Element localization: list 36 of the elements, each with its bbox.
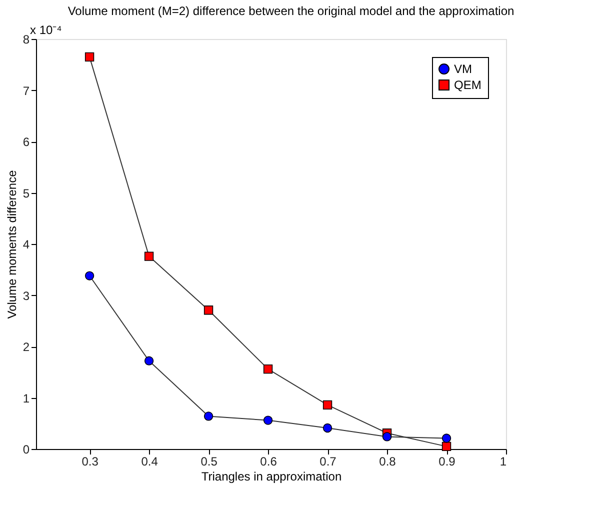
point bbox=[263, 416, 273, 425]
x-tick-label: 0.7 bbox=[320, 454, 337, 468]
legend-label: QEM bbox=[454, 78, 482, 92]
legend-label: VM bbox=[454, 62, 472, 76]
point bbox=[204, 412, 214, 421]
y-tick-label: 2 bbox=[22, 340, 30, 354]
y-tick-label: 8 bbox=[22, 32, 30, 46]
point bbox=[84, 52, 94, 62]
point bbox=[442, 434, 452, 443]
y-axis-title: Volume moments difference bbox=[4, 170, 19, 319]
x-tick-label: 0.9 bbox=[438, 454, 456, 468]
y-tick-label: 4 bbox=[22, 238, 30, 252]
y-tick-label: 1 bbox=[22, 391, 30, 406]
y-tick-label: 3 bbox=[22, 288, 30, 303]
point bbox=[84, 271, 94, 280]
point bbox=[144, 356, 154, 366]
x-tick-label: 0.5 bbox=[200, 454, 218, 468]
point bbox=[322, 423, 332, 433]
point bbox=[144, 252, 154, 261]
point bbox=[442, 442, 452, 452]
point bbox=[322, 400, 332, 410]
text: x 10⁻⁴ bbox=[30, 23, 62, 37]
x-tick-label: 0.3 bbox=[82, 454, 99, 468]
chart-title: Volume moment (M=2) difference between the original model and the approximation bbox=[68, 4, 514, 18]
point bbox=[263, 364, 273, 374]
y-tick-label: 7 bbox=[22, 84, 30, 98]
x-tick-label: 0.8 bbox=[379, 454, 396, 468]
y-tick-label: 6 bbox=[22, 135, 30, 149]
y-tick-label: 0 bbox=[22, 442, 30, 456]
x-tick-label: 0.4 bbox=[141, 454, 158, 468]
point bbox=[382, 432, 392, 442]
y-tick-label: 5 bbox=[22, 186, 30, 200]
x-tick-label: 1 bbox=[500, 454, 507, 468]
point bbox=[204, 306, 214, 315]
x-tick-label: 0.6 bbox=[260, 454, 278, 468]
x-axis-title: Triangles in approximation bbox=[201, 470, 342, 484]
